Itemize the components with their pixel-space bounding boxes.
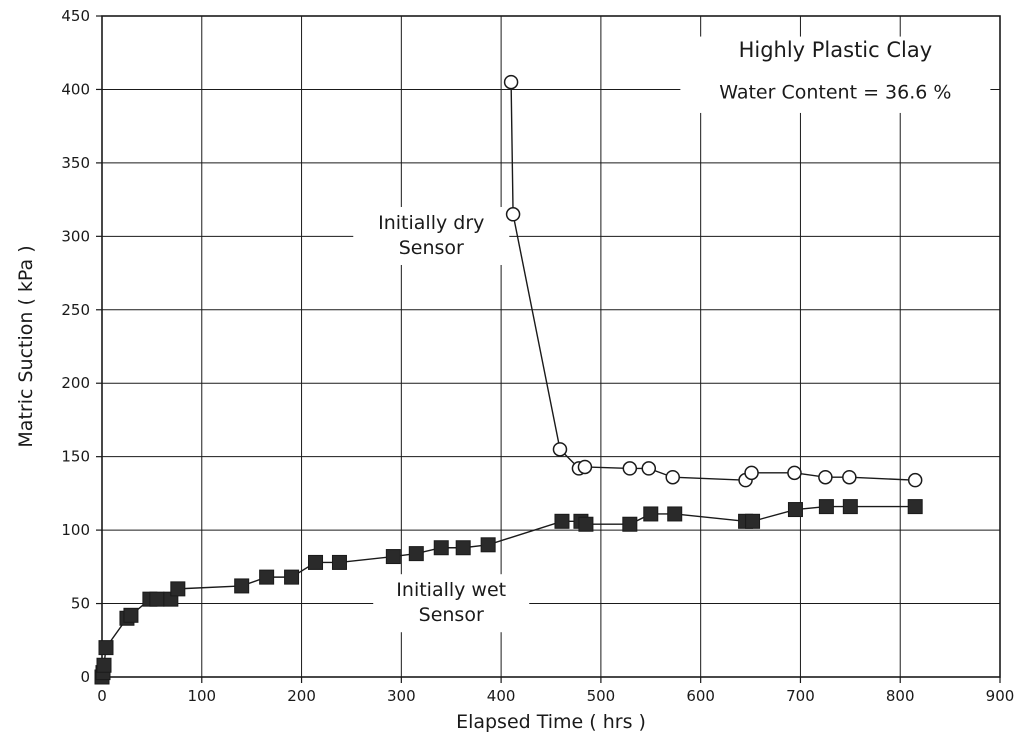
filled-square-point <box>408 546 424 562</box>
filled-square-point <box>149 591 165 607</box>
filled-square-point <box>578 516 594 532</box>
series-annotation-line: Sensor <box>419 604 484 626</box>
filled-square-point <box>667 506 683 522</box>
x-tick-label: 300 <box>387 687 416 705</box>
x-tick-label: 400 <box>487 687 516 705</box>
series-annotation-line: Sensor <box>399 237 464 259</box>
filled-square-point <box>455 540 471 556</box>
y-tick-label: 100 <box>61 521 90 539</box>
open-circle-point <box>577 459 593 475</box>
open-circle-point <box>552 442 568 457</box>
filled-square-point <box>433 540 449 556</box>
annotation-backdrop <box>353 206 510 265</box>
series-line <box>510 82 916 481</box>
chart-title-group: Highly Plastic Clay Water Content = 36.6… <box>680 36 991 113</box>
open-circle-point <box>503 74 519 90</box>
x-tick-labels: 0 100 200 300 400 500 600 700 800 900 <box>97 677 1014 705</box>
y-tick-label: 150 <box>61 448 90 466</box>
filled-square-point <box>123 607 139 623</box>
y-tick-label: 0 <box>80 668 90 686</box>
filled-square-point <box>170 581 186 597</box>
open-circle-point <box>842 469 857 485</box>
series-annotation-line: Initially wet <box>396 579 506 601</box>
y-tick-labels: 0 50 100 150 200 250 300 350 400 450 <box>61 7 102 686</box>
y-tick-label: 450 <box>61 7 90 25</box>
x-tick-label: 200 <box>287 687 316 705</box>
filled-square-point <box>643 506 659 522</box>
filled-square-point <box>842 499 858 515</box>
filled-square-point <box>554 513 570 529</box>
open-circle-point <box>744 465 759 481</box>
y-tick-label: 300 <box>61 227 90 245</box>
y-tick-label: 250 <box>61 301 90 319</box>
series-annotation-line: Initially dry <box>378 212 484 234</box>
filled-square-point <box>308 554 324 570</box>
open-circle-point <box>665 469 680 485</box>
y-tick-label: 400 <box>61 80 90 98</box>
x-tick-label: 500 <box>587 687 616 705</box>
filled-square-point <box>331 554 347 570</box>
filled-square-point <box>98 640 114 656</box>
filled-square-point <box>259 569 275 585</box>
x-axis-title: Elapsed Time ( hrs ) <box>456 711 646 733</box>
y-tick-label: 350 <box>61 154 90 172</box>
open-circle-point <box>818 469 833 485</box>
open-circle-point <box>907 472 923 488</box>
filled-square-point <box>480 537 496 553</box>
open-circle-point <box>641 461 657 476</box>
open-circle-point <box>622 461 638 476</box>
chart-subtitle: Water Content = 36.6 % <box>719 81 951 103</box>
series-annotations: Initially dry Sensor Initially wet Sensor <box>353 206 530 633</box>
filled-square-point <box>234 578 250 594</box>
open-circle-point <box>505 207 521 222</box>
x-tick-label: 100 <box>187 687 216 705</box>
y-tick-label: 200 <box>61 374 90 392</box>
x-tick-label: 800 <box>886 687 915 705</box>
x-tick-label: 700 <box>786 687 815 705</box>
chart-title: Highly Plastic Clay <box>739 38 933 62</box>
y-tick-label: 50 <box>71 595 90 613</box>
x-tick-label: 0 <box>97 687 107 705</box>
filled-square-point <box>96 657 112 673</box>
filled-square-point <box>818 499 834 515</box>
data-series <box>94 74 923 685</box>
plot-frame <box>101 15 1001 678</box>
x-tick-label: 600 <box>686 687 715 705</box>
filled-square-point <box>907 499 923 515</box>
y-axis-title: Matric Suction ( kPa ) <box>15 245 37 447</box>
filled-square-point <box>745 513 761 529</box>
filled-square-point <box>385 549 401 565</box>
annotation-backdrop <box>373 574 530 633</box>
filled-square-point <box>622 516 638 532</box>
open-circle-point <box>787 465 802 481</box>
filled-square-point <box>787 502 803 518</box>
filled-square-point <box>284 569 300 585</box>
grid-lines <box>102 16 1000 677</box>
x-tick-label: 900 <box>986 687 1015 705</box>
